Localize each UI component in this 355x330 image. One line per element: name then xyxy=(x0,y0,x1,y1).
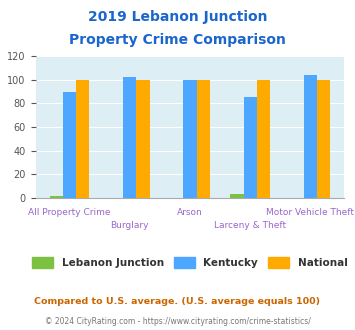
Text: Motor Vehicle Theft: Motor Vehicle Theft xyxy=(267,208,354,217)
Bar xyxy=(257,80,270,198)
Bar xyxy=(304,75,317,198)
Legend: Lebanon Junction, Kentucky, National: Lebanon Junction, Kentucky, National xyxy=(28,253,352,272)
Text: Property Crime Comparison: Property Crime Comparison xyxy=(69,33,286,47)
Text: Larceny & Theft: Larceny & Theft xyxy=(214,221,286,230)
Bar xyxy=(123,77,136,198)
Text: 2019 Lebanon Junction: 2019 Lebanon Junction xyxy=(88,10,267,24)
Text: All Property Crime: All Property Crime xyxy=(28,208,111,217)
Bar xyxy=(317,80,330,198)
Text: Compared to U.S. average. (U.S. average equals 100): Compared to U.S. average. (U.S. average … xyxy=(34,297,321,306)
Bar xyxy=(230,194,244,198)
Bar xyxy=(136,80,149,198)
Bar xyxy=(183,80,197,198)
Bar xyxy=(197,80,210,198)
Text: Burglary: Burglary xyxy=(110,221,149,230)
Bar xyxy=(244,97,257,198)
Text: Arson: Arson xyxy=(177,208,203,217)
Text: © 2024 CityRating.com - https://www.cityrating.com/crime-statistics/: © 2024 CityRating.com - https://www.city… xyxy=(45,317,310,326)
Bar xyxy=(50,196,63,198)
Bar xyxy=(76,80,89,198)
Bar xyxy=(63,92,76,198)
